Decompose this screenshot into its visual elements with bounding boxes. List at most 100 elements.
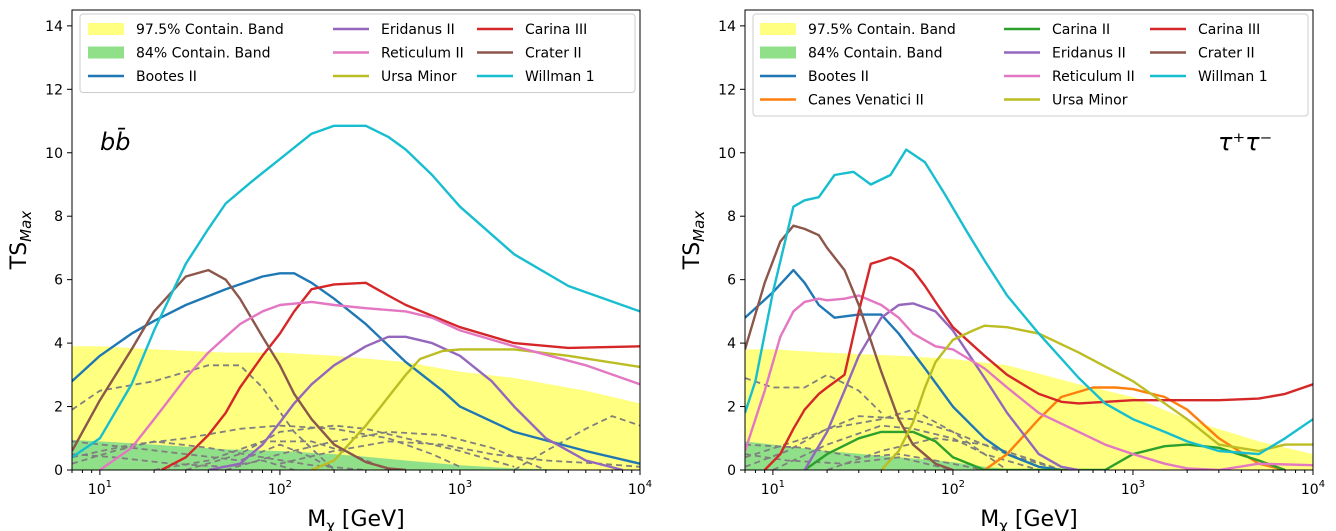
legend-item: Carina II — [1004, 22, 1110, 38]
legend-item: Eridanus II — [333, 22, 455, 38]
y-tick-label: 0 — [727, 463, 736, 479]
legend-item: 84% Contain. Band — [88, 46, 270, 62]
legend-label: Willman 1 — [1198, 69, 1268, 85]
panel-0: 0 2 4 6 8 10 12 14 101 102 103 104 Mχ [GeV] TSMax bb̄ 9… — [7, 9, 652, 531]
legend-label: Reticulum II — [381, 46, 464, 62]
null-curve-9 — [72, 453, 295, 470]
null-curve-0 — [745, 373, 882, 414]
null-curve-5 — [513, 415, 640, 470]
legend-item: Bootes II — [88, 69, 197, 85]
y-tick-label: 14 — [45, 19, 63, 35]
legend-item: Carina III — [1150, 22, 1260, 38]
legend-label: Carina III — [1198, 22, 1260, 38]
legend-label: 84% Contain. Band — [808, 46, 942, 62]
legend-label: Bootes II — [136, 69, 197, 85]
x-tick-label: 103 — [448, 479, 472, 498]
legend-label: Canes Venatici II — [808, 93, 924, 109]
series-line-canes-venatici-ii — [983, 386, 1286, 470]
legend-item: Willman 1 — [477, 69, 595, 85]
y-tick-label: 8 — [727, 209, 736, 225]
y-tick-label: 12 — [718, 82, 736, 98]
series-line-bootes-ii — [745, 268, 1062, 470]
series-line-eridanus-ii — [208, 335, 623, 470]
y-axis-label: TSMax — [680, 211, 708, 271]
y-tick-label: 0 — [54, 463, 63, 479]
null-curve-5 — [826, 437, 1062, 470]
legend-item: 97.5% Contain. Band — [88, 22, 284, 38]
y-tick-label: 12 — [45, 82, 63, 98]
legend-item: Crater II — [477, 46, 582, 62]
legend-item: Ursa Minor — [1004, 93, 1128, 109]
plot-frame — [71, 9, 641, 471]
series-line-carina-iii — [160, 281, 640, 470]
y-tick-label: 4 — [54, 336, 63, 352]
x-tick-label: 103 — [1121, 479, 1145, 498]
legend-swatch — [760, 46, 796, 59]
legend-label: Crater II — [1198, 46, 1255, 62]
plot-area — [72, 124, 640, 470]
series-line-reticulum-ii — [99, 300, 640, 470]
legend-label: 97.5% Contain. Band — [808, 22, 956, 38]
legend-label: Bootes II — [808, 69, 869, 85]
legend-swatch — [760, 23, 796, 35]
plot-frame — [744, 9, 1314, 471]
null-curve-3 — [772, 424, 1040, 470]
series-line-willman-1 — [72, 124, 640, 459]
legend-item: Crater II — [1150, 46, 1255, 62]
legend-label: Ursa Minor — [381, 69, 457, 85]
containment-band-1 — [72, 439, 640, 470]
x-tick-label: 101 — [761, 479, 785, 498]
x-tick-label: 101 — [88, 479, 112, 498]
legend-swatch — [88, 46, 124, 59]
legend-item: Ursa Minor — [333, 69, 457, 85]
null-curve-0 — [72, 364, 335, 470]
y-tick-label: 10 — [45, 146, 63, 162]
y-tick-label: 2 — [54, 400, 63, 416]
x-tick-label: 102 — [941, 479, 965, 498]
legend-label: 97.5% Contain. Band — [136, 22, 284, 38]
legend-item: 84% Contain. Band — [760, 46, 942, 62]
y-tick-label: 6 — [727, 273, 736, 289]
series-line-carina-iii — [763, 256, 1313, 470]
legend-label: Eridanus II — [1052, 46, 1126, 62]
channel-annotation: bb̄ — [100, 127, 130, 156]
legend-item: Reticulum II — [1004, 69, 1135, 85]
containment-band-0 — [72, 346, 640, 470]
plot-area — [745, 148, 1313, 470]
series-line-eridanus-ii — [803, 302, 1080, 470]
series-line-reticulum-ii — [745, 294, 1313, 470]
x-axis-label: Mχ [GeV] — [980, 507, 1077, 531]
null-curve-6 — [745, 453, 954, 470]
x-tick-label: 104 — [628, 479, 652, 498]
y-tick-label: 14 — [718, 19, 736, 35]
legend-label: Carina III — [525, 22, 587, 38]
legend-label: Crater II — [525, 46, 582, 62]
legend-box — [752, 13, 1309, 117]
legend-label: 84% Contain. Band — [136, 46, 270, 62]
legend-label: Eridanus II — [381, 22, 455, 38]
legend-item: Willman 1 — [1150, 69, 1268, 85]
y-tick-label: 2 — [727, 400, 736, 416]
series-line-crater-ii — [745, 224, 954, 470]
legend-label: Willman 1 — [525, 69, 595, 85]
channel-annotation: τ⁺τ⁻ — [1218, 128, 1272, 156]
panel-1: 0 2 4 6 8 10 12 14 101 102 103 104 Mχ [GeV] TSMax τ⁺τ⁻… — [680, 9, 1325, 531]
legend-label: Carina II — [1052, 22, 1110, 38]
y-axis-label: TSMax — [7, 211, 35, 271]
y-tick-label: 6 — [54, 273, 63, 289]
legend-item: Canes Venatici II — [760, 93, 924, 109]
x-tick-label: 102 — [268, 479, 292, 498]
containment-band-0 — [745, 349, 1313, 470]
y-tick-label: 8 — [54, 209, 63, 225]
legend-item: 97.5% Contain. Band — [760, 22, 956, 38]
legend-item: Eridanus II — [1004, 46, 1126, 62]
legend-item: Carina III — [477, 22, 587, 38]
null-curve-3 — [185, 424, 515, 470]
null-curve-4 — [745, 443, 985, 470]
legend-item: Bootes II — [760, 69, 869, 85]
legend-swatch — [88, 23, 124, 35]
null-curve-1 — [72, 424, 461, 468]
series-line-bootes-ii — [72, 272, 640, 465]
legend-item: Reticulum II — [333, 46, 464, 62]
